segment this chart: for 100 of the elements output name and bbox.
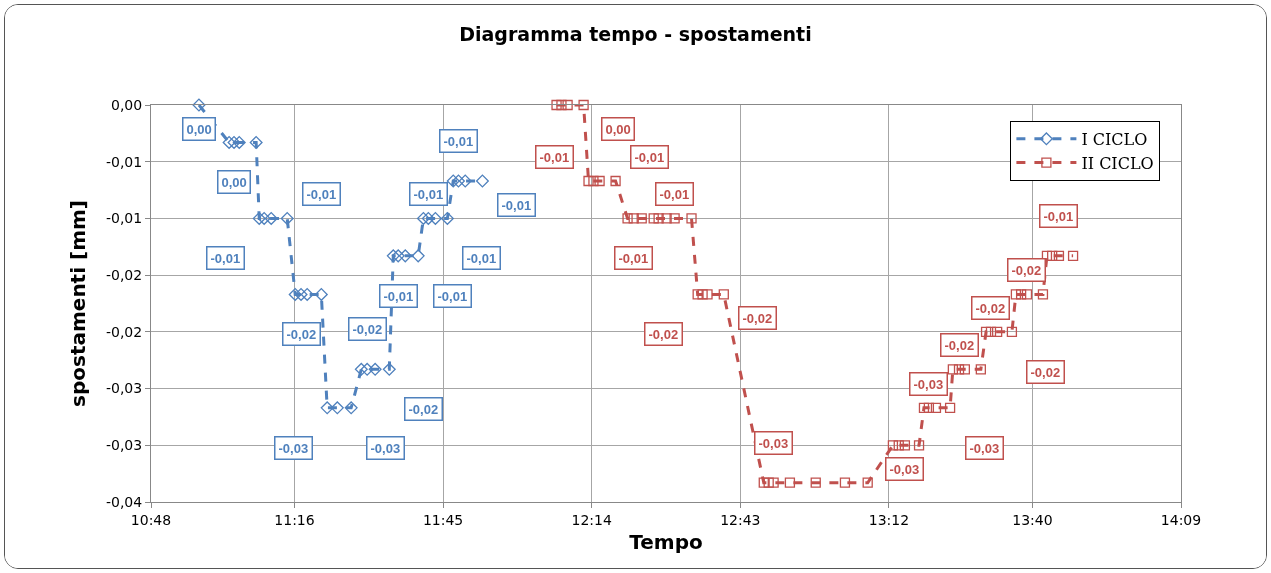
point bbox=[980, 326, 992, 338]
point bbox=[669, 213, 680, 224]
point bbox=[810, 477, 821, 488]
y-tick-label: -0,04 bbox=[105, 493, 143, 510]
point bbox=[398, 249, 412, 263]
point bbox=[1037, 289, 1049, 300]
data-label: -0,01 bbox=[659, 186, 690, 202]
point bbox=[862, 477, 873, 488]
data-label: -0,01 bbox=[443, 133, 474, 149]
data-label: -0,03 bbox=[278, 440, 309, 456]
data-label: -0,03 bbox=[913, 376, 944, 392]
y-tick-label: -0,02 bbox=[105, 323, 143, 340]
x-tick-label: 12:43 bbox=[720, 511, 761, 528]
point bbox=[1021, 289, 1033, 300]
point bbox=[975, 364, 986, 375]
point bbox=[985, 326, 997, 338]
point bbox=[368, 362, 382, 376]
point bbox=[440, 211, 454, 225]
point bbox=[594, 175, 605, 187]
data-label: -0,03 bbox=[889, 461, 920, 477]
point bbox=[697, 289, 708, 300]
point bbox=[556, 99, 567, 111]
data-label: 0,00 bbox=[221, 174, 247, 190]
point bbox=[428, 211, 442, 225]
point bbox=[330, 401, 344, 415]
point bbox=[1010, 289, 1022, 300]
point bbox=[386, 249, 400, 263]
legend-label: II CICLO bbox=[1081, 153, 1154, 173]
point bbox=[1067, 250, 1079, 262]
point bbox=[288, 287, 302, 301]
data-label: -0,02 bbox=[408, 401, 439, 417]
data-label: -0,01 bbox=[539, 149, 570, 165]
point bbox=[294, 287, 308, 301]
data-label: 0,00 bbox=[186, 121, 212, 137]
data-label: -0,01 bbox=[383, 288, 414, 304]
point bbox=[622, 213, 633, 224]
point bbox=[475, 174, 489, 188]
point bbox=[944, 402, 956, 413]
point bbox=[947, 364, 959, 375]
point bbox=[661, 213, 672, 224]
point bbox=[583, 175, 594, 187]
point bbox=[718, 289, 729, 300]
x-axis-title: Tempo bbox=[629, 530, 703, 555]
x-tick-label: 13:12 bbox=[868, 511, 910, 528]
point bbox=[930, 402, 942, 413]
y-tick-label: -0,01 bbox=[105, 210, 143, 227]
x-tick-label: 11:45 bbox=[422, 511, 464, 528]
point bbox=[451, 174, 465, 188]
y-tick-label: -0,03 bbox=[105, 437, 143, 454]
point bbox=[344, 401, 358, 415]
data-label: -0,03 bbox=[758, 435, 789, 451]
data-label: -0,01 bbox=[413, 186, 444, 202]
point bbox=[959, 364, 970, 375]
point bbox=[1006, 326, 1018, 338]
point bbox=[411, 249, 425, 263]
point bbox=[192, 98, 206, 112]
point bbox=[421, 211, 435, 225]
data-label: -0,02 bbox=[648, 326, 679, 342]
point bbox=[653, 213, 664, 224]
point bbox=[458, 174, 472, 188]
data-label: -0,01 bbox=[466, 250, 497, 266]
data-label: -0,02 bbox=[975, 300, 1006, 316]
data-label: -0,02 bbox=[1030, 364, 1061, 380]
data-label: 0,00 bbox=[605, 121, 631, 137]
y-tick-label: -0,01 bbox=[105, 153, 143, 170]
point bbox=[222, 135, 236, 149]
point bbox=[610, 175, 621, 187]
point bbox=[768, 477, 779, 488]
point bbox=[887, 440, 899, 451]
point bbox=[249, 135, 263, 149]
point bbox=[839, 477, 851, 488]
data-label: -0,02 bbox=[944, 337, 975, 353]
point bbox=[702, 289, 713, 300]
y-axis-title: spostamenti [mm] bbox=[66, 200, 91, 407]
data-label: -0,01 bbox=[1043, 208, 1074, 224]
point bbox=[991, 326, 1003, 338]
point bbox=[551, 99, 562, 111]
point bbox=[232, 135, 246, 149]
point bbox=[899, 440, 911, 451]
data-label: -0,02 bbox=[352, 321, 383, 337]
point bbox=[360, 362, 374, 376]
point bbox=[257, 211, 271, 225]
point bbox=[354, 362, 368, 376]
point bbox=[918, 402, 930, 413]
x-tick-label: 11:16 bbox=[274, 511, 315, 528]
point bbox=[578, 99, 589, 111]
point bbox=[416, 211, 430, 225]
point bbox=[588, 175, 599, 187]
y-tick-label: -0,02 bbox=[105, 267, 143, 284]
data-label: -0,01 bbox=[634, 149, 665, 165]
x-tick-label: 12:14 bbox=[571, 511, 612, 528]
data-label: -0,01 bbox=[210, 250, 241, 266]
data-label: -0,02 bbox=[1011, 262, 1042, 278]
point bbox=[252, 211, 266, 225]
point bbox=[562, 99, 573, 111]
point bbox=[953, 364, 965, 375]
data-label: -0,02 bbox=[286, 326, 317, 342]
x-tick-label: 14:09 bbox=[1160, 511, 1202, 528]
data-label: -0,01 bbox=[618, 250, 649, 266]
point bbox=[1053, 250, 1065, 262]
